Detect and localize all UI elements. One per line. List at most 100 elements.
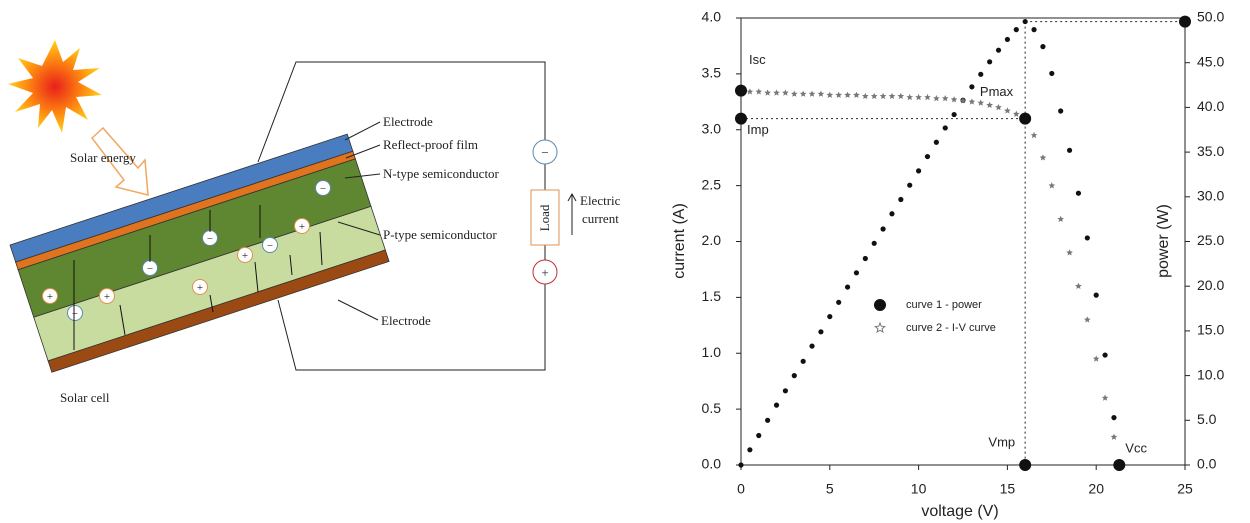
- point: [906, 93, 913, 101]
- point: [933, 139, 939, 145]
- point: [1066, 147, 1073, 153]
- point: [782, 89, 789, 96]
- y-tick-label: 1.0: [702, 344, 722, 360]
- point: [800, 358, 806, 364]
- point: [933, 95, 940, 102]
- x-tick-label: 5: [826, 481, 834, 497]
- charge-sign: −: [320, 183, 326, 195]
- charge: [262, 237, 278, 253]
- x-tick-label: 15: [1000, 481, 1016, 497]
- annotation-label: Vmp: [988, 434, 1015, 449]
- point: [756, 432, 762, 439]
- point: [791, 373, 797, 379]
- point: [978, 71, 984, 77]
- point: [1102, 352, 1108, 358]
- y2-tick-label: 50.0: [1197, 9, 1224, 25]
- annotation-point: [735, 112, 747, 125]
- annotation-point: [1019, 459, 1032, 471]
- point: [888, 92, 896, 100]
- carrier-arrow: [289, 254, 293, 276]
- charge: [294, 218, 310, 234]
- point: [791, 90, 798, 97]
- point: [879, 92, 887, 100]
- point: [995, 103, 1002, 111]
- point: [1013, 27, 1019, 33]
- y-axis-title: current (A): [671, 203, 688, 279]
- point: [870, 92, 878, 100]
- point: [817, 90, 825, 97]
- point: [1092, 355, 1100, 362]
- y-tick-label: 2.0: [702, 232, 722, 248]
- energy-arrow: [90, 126, 149, 196]
- point: [959, 97, 967, 104]
- point: [799, 90, 807, 97]
- point: [1013, 110, 1020, 117]
- point: [987, 59, 993, 65]
- point: [808, 90, 816, 97]
- solar-cell-diagram: Solar energy − + Load Electric current E…: [8, 40, 621, 405]
- current-label: current: [582, 211, 619, 226]
- point: [1093, 292, 1099, 298]
- point: [1084, 316, 1091, 323]
- point: [765, 417, 771, 423]
- terminal: [532, 139, 558, 165]
- point: [1004, 107, 1011, 114]
- point: [1066, 249, 1073, 256]
- point: [942, 125, 948, 131]
- y2-tick-label: 20.0: [1197, 277, 1224, 293]
- point: [897, 92, 905, 100]
- point: [1057, 215, 1064, 222]
- layer-label: N-type semiconductor: [383, 166, 500, 181]
- point: [746, 88, 754, 95]
- point: [968, 98, 976, 105]
- point: [1084, 235, 1090, 241]
- x-tick-label: 25: [1177, 481, 1193, 497]
- charge: [315, 180, 331, 196]
- y-tick-label: 3.5: [702, 65, 722, 81]
- point: [1075, 282, 1082, 289]
- current-label: Electric: [580, 193, 621, 208]
- cell-layers: [9, 133, 390, 373]
- y-tick-label: 0.5: [702, 400, 722, 416]
- layer-label: P-type semiconductor: [383, 227, 497, 242]
- point: [844, 91, 851, 98]
- terminal-sign: −: [541, 145, 548, 160]
- point: [1048, 182, 1056, 189]
- charge: [192, 279, 208, 295]
- point: [950, 96, 958, 103]
- point: [1039, 154, 1047, 161]
- point: [818, 329, 824, 335]
- point: [773, 89, 780, 96]
- point: [951, 111, 957, 118]
- point: [773, 402, 780, 408]
- point: [764, 89, 771, 96]
- point: [1075, 190, 1082, 196]
- y-tick-label: 0.0: [702, 456, 722, 472]
- y2-tick-label: 40.0: [1197, 98, 1224, 114]
- point: [809, 343, 815, 349]
- y2-tick-label: 25.0: [1197, 232, 1224, 248]
- charge-sign: −: [267, 240, 273, 252]
- energy-label: Solar energy: [70, 150, 136, 165]
- point: [862, 92, 869, 100]
- carrier-arrow: [319, 231, 323, 266]
- point: [755, 88, 763, 95]
- layer-label: Reflect-proof film: [383, 137, 478, 152]
- load-box: [530, 189, 560, 246]
- sun: [8, 40, 102, 133]
- charge-sign: +: [104, 291, 110, 303]
- point: [1049, 70, 1055, 77]
- y2-tick-label: 45.0: [1197, 53, 1224, 69]
- annotation-label: Isc: [749, 52, 766, 67]
- charge: [67, 305, 83, 321]
- point: [995, 47, 1002, 53]
- point: [1058, 108, 1064, 114]
- point: [915, 93, 922, 101]
- y-tick-label: 3.0: [702, 120, 722, 136]
- charge: [99, 288, 115, 304]
- charge-sign: +: [197, 282, 203, 294]
- carrier-arrow: [119, 304, 126, 336]
- point: [941, 95, 949, 102]
- point: [1030, 131, 1038, 139]
- point: [1004, 36, 1011, 43]
